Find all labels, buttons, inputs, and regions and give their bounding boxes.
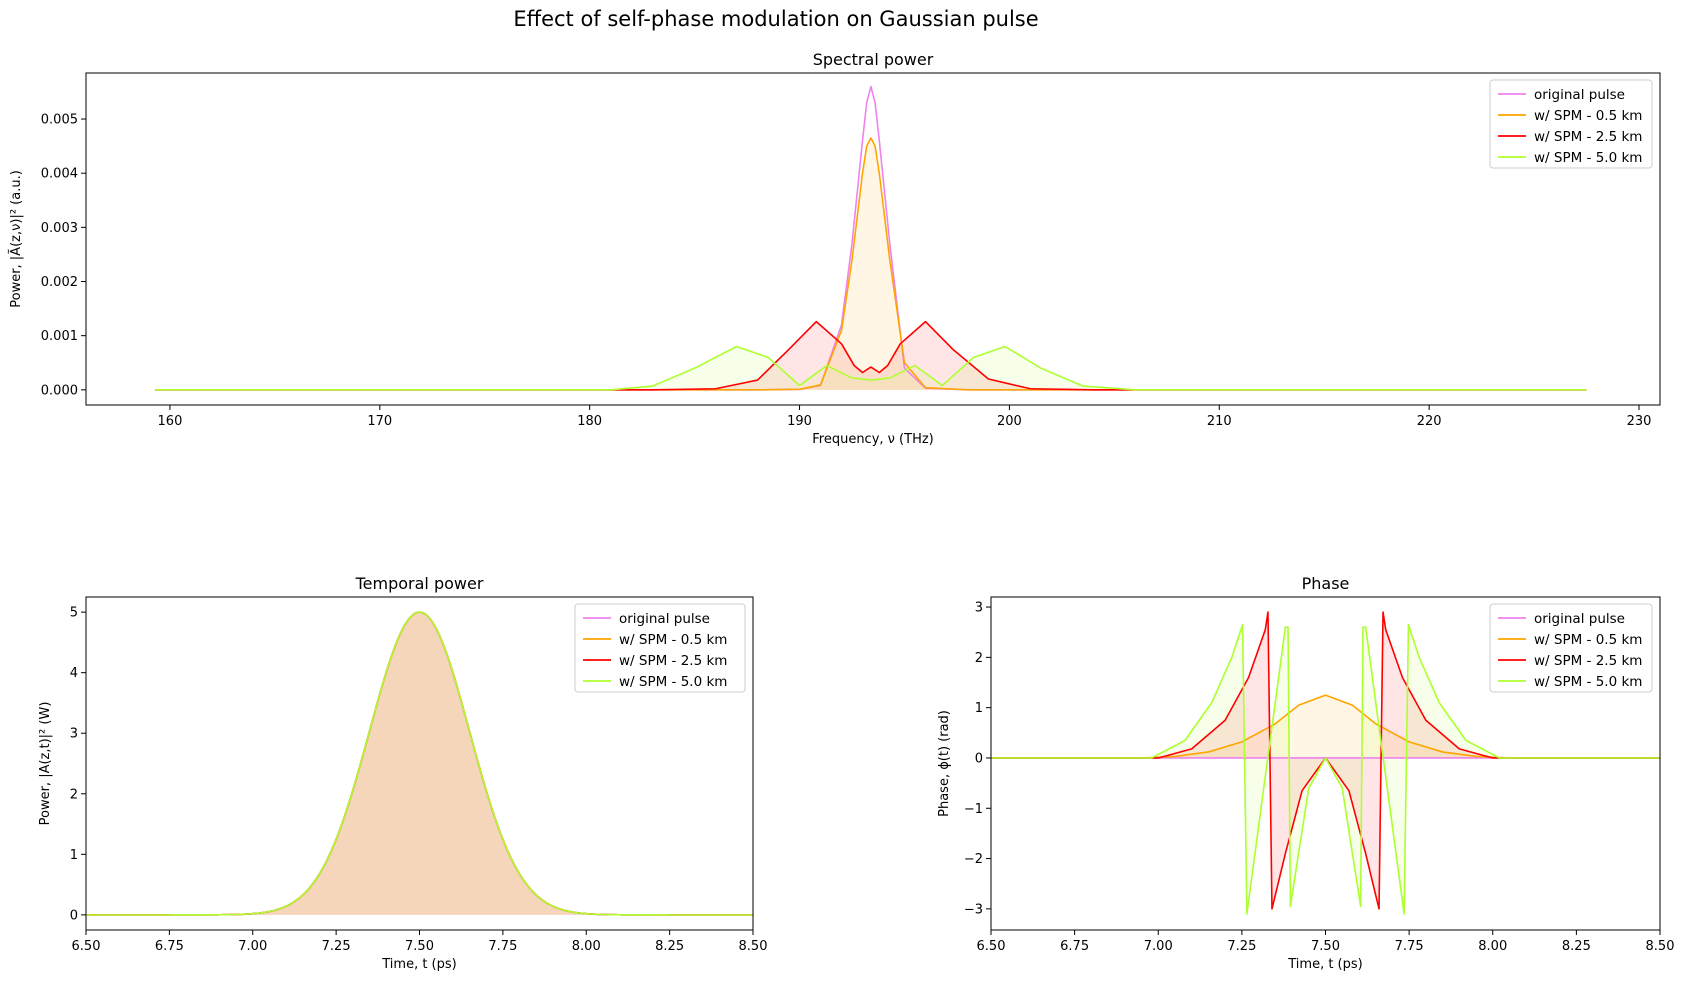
phase-plot-area bbox=[991, 611, 1660, 915]
phase-y-tick-label: −2 bbox=[964, 852, 983, 867]
temporal-legend: original pulse w/ SPM - 0.5 km w/ SPM - 2.… bbox=[574, 603, 746, 693]
phase-y-tick-label: 1 bbox=[975, 701, 983, 716]
spectral-area-w-spm-0-5-km bbox=[155, 137, 1587, 390]
temporal-x-tick-label: 7.50 bbox=[405, 939, 434, 954]
temporal-y-tick-label: 5 bbox=[70, 606, 78, 621]
spectral-x-tick-label: 180 bbox=[577, 414, 602, 429]
spectral-legend-box bbox=[1489, 79, 1653, 169]
phase-x-tick-label: 6.75 bbox=[1060, 939, 1089, 954]
temporal-legend-label-original-pulse: original pulse bbox=[619, 611, 710, 627]
phase-area-w-spm-0-5-km bbox=[991, 695, 1660, 758]
phase-x-tick-label: 8.50 bbox=[1646, 939, 1675, 954]
phase-legend: original pulse w/ SPM - 0.5 km w/ SPM - 2.… bbox=[1489, 603, 1653, 693]
phase-line-w-spm-5-0-km bbox=[991, 623, 1660, 915]
temporal-x-tick-label: 6.50 bbox=[72, 939, 101, 954]
spectral-line-w-spm-0-5-km bbox=[155, 137, 1587, 391]
temporal-area-w-spm-2-5-km bbox=[86, 612, 753, 915]
spectral-y-tick-label: 0.002 bbox=[41, 275, 78, 290]
phase-legend-label-w-spm-0-5-km: w/ SPM - 0.5 km bbox=[1534, 632, 1642, 648]
phase-title: Phase bbox=[1302, 574, 1350, 593]
spectral-legend: original pulse w/ SPM - 0.5 km w/ SPM - 2.… bbox=[1489, 79, 1653, 169]
spectral-area-w-spm-5-0-km bbox=[155, 346, 1587, 390]
spectral-x-tick-label: 220 bbox=[1417, 414, 1442, 429]
phase-x-tick-label: 7.00 bbox=[1144, 939, 1173, 954]
spectral-x-tick-label: 230 bbox=[1627, 414, 1652, 429]
temporal-x-tick-label: 7.00 bbox=[238, 939, 267, 954]
temporal-power-axes: 6.50 6.75 7.00 7.25 7.50 7.75 8.00 8.25 8.50 0 1 2 3… bbox=[38, 574, 767, 972]
spectral-power-axes: 160 170 180 190 200 210 220 230 0.000 0.001 0.002 0… bbox=[8, 50, 1661, 447]
spectral-x-tick-label: 160 bbox=[158, 414, 183, 429]
temporal-line-w-spm-5-0-km bbox=[86, 611, 753, 916]
phase-y-axis-label: Phase, ϕ(t) (rad) bbox=[937, 710, 952, 817]
temporal-y-tick-label: 4 bbox=[70, 666, 78, 681]
temporal-y-tick-label: 2 bbox=[70, 787, 78, 802]
phase-x-tick-label: 7.25 bbox=[1227, 939, 1256, 954]
spectral-x-tick-label: 190 bbox=[787, 414, 812, 429]
phase-legend-box bbox=[1489, 603, 1653, 693]
temporal-x-tick-label: 8.00 bbox=[572, 939, 601, 954]
temporal-x-tick-label: 8.25 bbox=[655, 939, 684, 954]
phase-line-w-spm-0-5-km bbox=[991, 694, 1660, 759]
spectral-y-tick-label: 0.005 bbox=[41, 113, 78, 128]
spectral-y-tick-label: 0.000 bbox=[41, 383, 78, 398]
spectral-legend-label-w-spm-5-0-km: w/ SPM - 5.0 km bbox=[1534, 150, 1642, 166]
phase-axes: 6.50 6.75 7.00 7.25 7.50 7.75 8.00 8.25 8.50 −3 −2… bbox=[937, 574, 1674, 972]
temporal-x-axis-label: Time, t (ps) bbox=[381, 957, 456, 972]
phase-x-tick-label: 8.25 bbox=[1562, 939, 1591, 954]
temporal-legend-label-w-spm-5-0-km: w/ SPM - 5.0 km bbox=[619, 674, 727, 690]
temporal-x-tick-label: 6.75 bbox=[155, 939, 184, 954]
phase-y-tick-label: 0 bbox=[975, 751, 983, 766]
temporal-x-tick-label: 8.50 bbox=[739, 939, 768, 954]
temporal-y-tick-label: 1 bbox=[70, 848, 78, 863]
spectral-x-tick-label: 210 bbox=[1207, 414, 1232, 429]
spectral-area-w-spm-2-5-km bbox=[155, 321, 1587, 390]
phase-legend-label-w-spm-5-0-km: w/ SPM - 5.0 km bbox=[1534, 674, 1642, 690]
phase-y-tick-label: −1 bbox=[964, 802, 983, 817]
spectral-y-tick-label: 0.003 bbox=[41, 221, 78, 236]
temporal-x-tick-label: 7.25 bbox=[322, 939, 351, 954]
spectral-line-w-spm-5-0-km bbox=[155, 345, 1587, 391]
spectral-plot-area bbox=[155, 85, 1587, 391]
phase-x-axis-label: Time, t (ps) bbox=[1287, 957, 1362, 972]
temporal-x-tick-label: 7.75 bbox=[488, 939, 517, 954]
temporal-legend-label-w-spm-0-5-km: w/ SPM - 0.5 km bbox=[619, 632, 727, 648]
temporal-area-w-spm-0-5-km bbox=[86, 612, 753, 915]
spectral-line-w-spm-2-5-km bbox=[155, 320, 1587, 391]
phase-y-tick-label: 3 bbox=[975, 601, 983, 616]
temporal-title: Temporal power bbox=[355, 574, 484, 593]
spectral-legend-label-w-spm-0-5-km: w/ SPM - 0.5 km bbox=[1534, 108, 1642, 124]
figure-suptitle: Effect of self-phase modulation on Gauss… bbox=[513, 7, 1038, 31]
spectral-y-tick-label: 0.004 bbox=[41, 167, 78, 182]
phase-y-tick-label: −3 bbox=[964, 902, 983, 917]
phase-x-tick-label: 7.50 bbox=[1311, 939, 1340, 954]
temporal-area-w-spm-5-0-km bbox=[86, 612, 753, 915]
spectral-y-axis-label: Power, |Ã(z,ν)|² (a.u.) bbox=[8, 170, 24, 308]
temporal-y-tick-label: 0 bbox=[70, 908, 78, 923]
temporal-plot-area bbox=[86, 611, 753, 916]
phase-y-tick-label: 2 bbox=[975, 651, 983, 666]
phase-legend-label-w-spm-2-5-km: w/ SPM - 2.5 km bbox=[1534, 653, 1642, 669]
spectral-x-axis-label: Frequency, ν (THz) bbox=[812, 432, 934, 447]
temporal-y-tick-label: 3 bbox=[70, 727, 78, 742]
phase-x-tick-label: 7.75 bbox=[1395, 939, 1424, 954]
phase-x-tick-label: 6.50 bbox=[977, 939, 1006, 954]
spectral-x-tick-label: 200 bbox=[997, 414, 1022, 429]
temporal-y-axis-label: Power, |A(z,t)|² (W) bbox=[38, 702, 53, 826]
temporal-legend-box bbox=[574, 603, 746, 693]
phase-legend-label-original-pulse: original pulse bbox=[1534, 611, 1625, 627]
spectral-y-tick-label: 0.001 bbox=[41, 329, 78, 344]
phase-x-tick-label: 8.00 bbox=[1478, 939, 1507, 954]
spectral-frame bbox=[85, 72, 1661, 406]
spectral-x-tick-label: 170 bbox=[367, 414, 392, 429]
spectral-legend-label-w-spm-2-5-km: w/ SPM - 2.5 km bbox=[1534, 129, 1642, 145]
temporal-area-original-pulse bbox=[86, 612, 753, 915]
spectral-title: Spectral power bbox=[813, 50, 934, 69]
temporal-legend-label-w-spm-2-5-km: w/ SPM - 2.5 km bbox=[619, 653, 727, 669]
spectral-legend-label-original-pulse: original pulse bbox=[1534, 87, 1625, 103]
